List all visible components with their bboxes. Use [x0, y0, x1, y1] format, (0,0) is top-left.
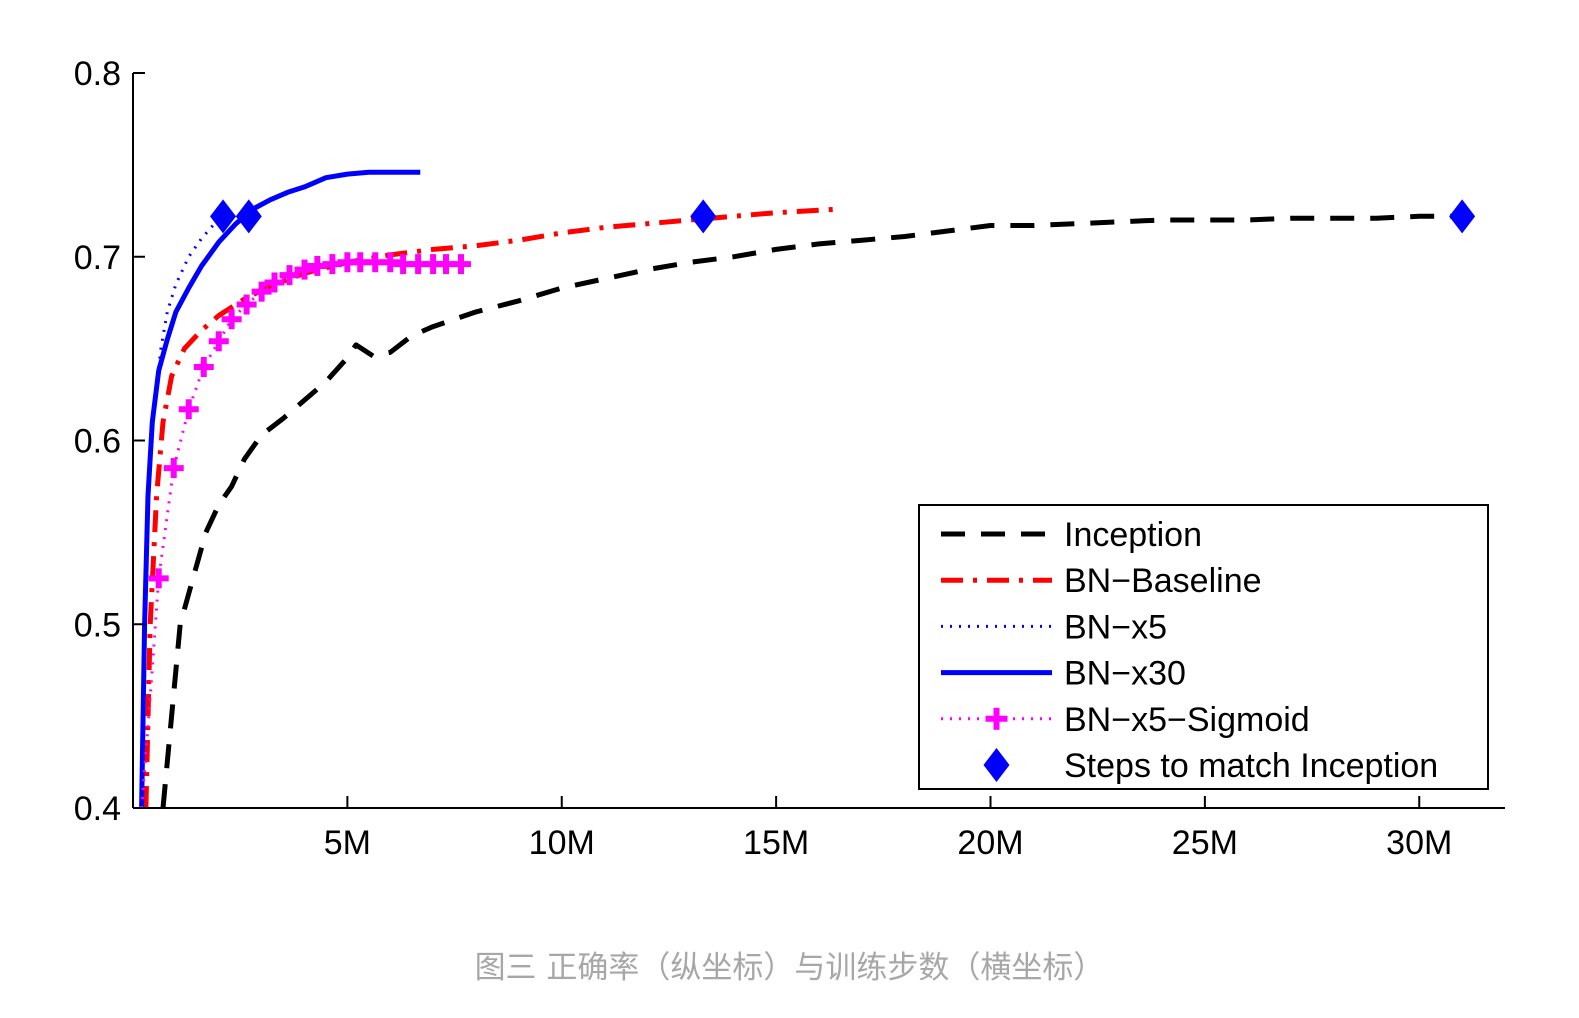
legend: Inception BN−Baseline BN−x5 BN−x30 BN−x5−Sig… — [918, 504, 1489, 790]
x-tick-label: 5M — [324, 824, 371, 862]
series-markers — [148, 199, 1476, 589]
legend-item-steps-to-match-inception: Steps to match Inception — [983, 747, 1438, 785]
series-line-bn-baseline — [143, 206, 841, 809]
legend-label: BN−x30 — [1064, 655, 1186, 693]
legend-plus-icon — [985, 707, 1008, 730]
legend-item-bn-x5: BN−x5 — [941, 608, 1167, 646]
series-point-bn-x5-sigmoid — [178, 399, 199, 420]
series-point-bn-x5-sigmoid — [208, 331, 229, 352]
legend-box — [918, 504, 1489, 790]
series-point-bn-x5-sigmoid — [221, 309, 242, 330]
series-point-bn-x5-sigmoid — [236, 294, 257, 315]
x-tick-label: 25M — [1172, 824, 1238, 862]
legend-item-inception: Inception — [941, 516, 1202, 554]
series-point-bn-x5-sigmoid — [148, 568, 169, 589]
series-point-bn-x5-sigmoid — [450, 254, 471, 275]
series-point-bn-x5-sigmoid — [251, 281, 272, 302]
series-point-bn-x5-sigmoid — [193, 357, 214, 377]
match-inception-marker — [210, 199, 237, 234]
y-tick-label: 0.4 — [74, 790, 121, 828]
legend-label: Steps to match Inception — [1064, 747, 1438, 785]
legend-label: BN−Baseline — [1064, 562, 1262, 600]
x-tick-label: 20M — [957, 824, 1023, 862]
y-tick-label: 0.7 — [74, 239, 121, 277]
x-axis-ticks: 5M 10M 15M 20M 25M 30M — [324, 796, 1452, 862]
legend-label: Inception — [1064, 516, 1202, 554]
series-line-bn-x5 — [140, 215, 224, 809]
match-inception-marker — [235, 199, 262, 234]
legend-label: BN−x5 — [1064, 608, 1167, 646]
series-point-bn-x5-sigmoid — [279, 265, 300, 286]
series-line-inception — [160, 213, 1463, 809]
x-tick-label: 15M — [743, 824, 809, 862]
match-inception-marker — [690, 199, 717, 234]
series-point-bn-x5-sigmoid — [264, 272, 285, 293]
x-tick-label: 10M — [529, 824, 595, 862]
y-axis-ticks: 0.4 0.5 0.6 0.7 0.8 — [74, 55, 145, 828]
legend-item-bn-baseline: BN−Baseline — [941, 562, 1262, 600]
legend-label: BN−x5−Sigmoid — [1064, 701, 1310, 739]
legend-item-bn-x30: BN−x30 — [941, 655, 1186, 693]
series-line-bn-x30 — [139, 169, 421, 809]
series-point-bn-x5-sigmoid — [163, 458, 184, 479]
match-inception-marker — [1449, 199, 1476, 234]
y-tick-label: 0.5 — [74, 606, 121, 644]
series-point-bn-x5-sigmoid — [294, 259, 315, 280]
y-tick-label: 0.8 — [74, 55, 121, 93]
legend-diamond-icon — [983, 748, 1010, 782]
x-tick-label: 30M — [1386, 824, 1452, 862]
legend-item-bn-x5-sigmoid: BN−x5−Sigmoid — [941, 701, 1310, 739]
figure-caption: 图三 正确率（纵坐标）与训练步数（横坐标） — [474, 950, 1105, 986]
y-tick-label: 0.6 — [74, 423, 121, 461]
